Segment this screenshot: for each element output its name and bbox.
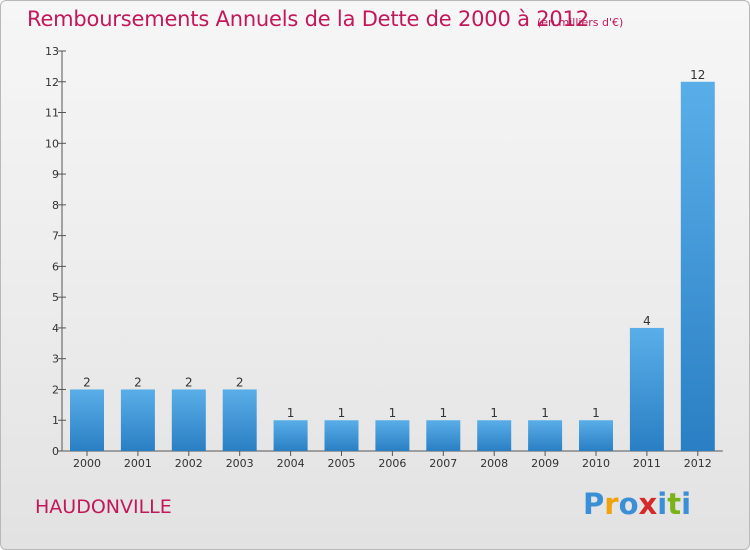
y-tick-label: 6 (52, 260, 59, 273)
proxiti-logo: Proxiti (583, 487, 691, 521)
x-tick-label: 2000 (73, 457, 101, 470)
value-label: 1 (389, 406, 397, 420)
x-tick-label: 2004 (277, 457, 305, 470)
bar-2007 (426, 420, 461, 451)
logo-letter: i (681, 487, 692, 521)
y-tick-label: 13 (45, 45, 59, 58)
value-label: 2 (185, 375, 193, 389)
y-tick-label: 2 (52, 383, 59, 396)
x-tick-label: 2002 (175, 457, 203, 470)
bar-2008 (477, 420, 512, 451)
chart-unit: (en milliers d'€) (537, 16, 624, 29)
y-tick-label: 3 (52, 353, 59, 366)
value-label: 1 (439, 406, 447, 420)
bar-2009 (528, 420, 563, 451)
x-tick-label: 2003 (226, 457, 254, 470)
y-tick-label: 1 (52, 414, 59, 427)
y-tick-label: 7 (52, 230, 59, 243)
logo-letter: r (604, 487, 619, 521)
bar-2001 (120, 389, 155, 451)
x-tick-label: 2011 (633, 457, 661, 470)
logo-letter: i (657, 487, 668, 521)
bars (70, 81, 715, 452)
value-label: 4 (643, 314, 651, 328)
x-tick-label: 2012 (684, 457, 712, 470)
y-tick-label: 10 (45, 137, 59, 150)
y-tick-label: 0 (52, 445, 59, 458)
value-label: 1 (541, 406, 549, 420)
value-label: 1 (490, 406, 498, 420)
logo-letter: t (667, 487, 682, 521)
y-tick-label: 4 (52, 322, 59, 335)
commune-name: HAUDONVILLE (35, 496, 172, 518)
bar-2006 (375, 420, 410, 451)
y-tick-label: 8 (52, 199, 59, 212)
labels: 2000 2 2001 2 2002 2 2003 2 2004 1 2005 1 2006 1 2007 1… (73, 68, 712, 470)
x-tick-label: 2006 (378, 457, 406, 470)
x-tick-label: 2010 (582, 457, 610, 470)
bar-2000 (70, 389, 104, 451)
value-label: 1 (592, 406, 600, 420)
value-label: 1 (338, 406, 346, 420)
x-tick-label: 2005 (328, 457, 356, 470)
bar-2002 (171, 389, 206, 451)
bar-2004 (273, 420, 308, 451)
logo-letter: P (583, 487, 605, 521)
x-tick-label: 2007 (429, 457, 457, 470)
bar-2012 (680, 81, 715, 452)
x-tick-label: 2009 (531, 457, 559, 470)
bar-2010 (579, 420, 613, 451)
x-tick-label: 2008 (480, 457, 508, 470)
x-tick-label: 2001 (124, 457, 152, 470)
y-tick-label: 12 (45, 76, 59, 89)
value-label: 2 (134, 375, 142, 389)
value-label: 2 (83, 375, 91, 389)
bar-2011 (629, 327, 664, 451)
value-label: 12 (690, 68, 705, 82)
logo-letter: x (638, 487, 658, 521)
bar-2005 (324, 420, 359, 451)
value-label: 1 (287, 406, 295, 420)
bar-2003 (222, 389, 257, 451)
logo-letter: o (618, 487, 639, 521)
value-label: 2 (236, 375, 244, 389)
y-tick-label: 11 (45, 107, 59, 120)
chart-title: Remboursements Annuels de la Dette de 20… (27, 7, 589, 31)
y-tick-label: 9 (52, 168, 59, 181)
y-tick-label: 5 (52, 291, 59, 304)
